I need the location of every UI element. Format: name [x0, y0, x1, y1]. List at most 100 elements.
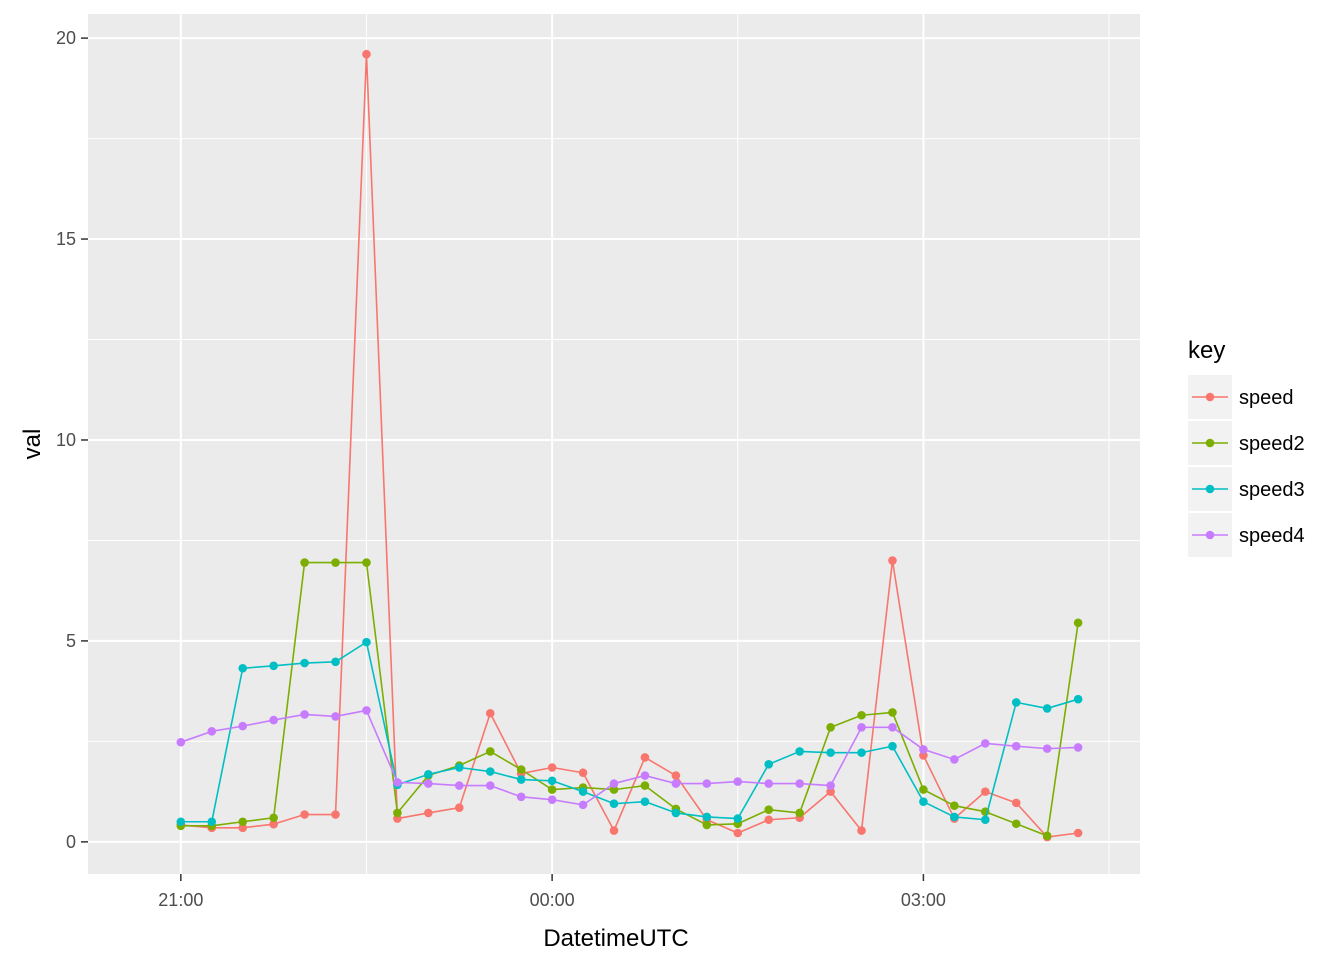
speed-point [424, 808, 433, 818]
legend-item-speed3: speed3 [1188, 467, 1305, 511]
speed-point [888, 556, 897, 565]
speed2-point [950, 801, 959, 810]
speed4-point [454, 781, 464, 790]
speed2-point [362, 558, 371, 567]
major-gridlines [88, 14, 1140, 874]
speed4-point [857, 723, 866, 732]
speed4-point [516, 792, 526, 802]
speed4-point [547, 795, 557, 804]
speed3-point [609, 799, 619, 808]
speed-point [454, 803, 464, 812]
legend-key-point [1205, 484, 1215, 494]
legend-key-point [1205, 438, 1215, 448]
speed-point [547, 763, 557, 772]
speed-point [300, 810, 309, 819]
speed-point [362, 49, 371, 59]
speed4-point [795, 779, 804, 788]
speed4-point [702, 779, 712, 788]
y-tick-label: 5 [66, 631, 76, 651]
speed4-point [578, 800, 588, 810]
speed2-point [857, 710, 866, 720]
legend: key speed speed2 speed3 speed4 [1188, 337, 1305, 557]
legend-key-point [1205, 530, 1215, 540]
speed4-point [331, 712, 340, 721]
speed4-point [1073, 743, 1083, 752]
y-tick-label: 10 [56, 430, 76, 450]
speed4-point [362, 706, 371, 715]
speed2-line [180, 561, 1079, 837]
speed2-point [485, 747, 495, 756]
speed4-point [671, 779, 681, 788]
speed4-point [424, 779, 433, 788]
y-tick-label: 0 [66, 832, 76, 852]
speed3-point [764, 759, 774, 769]
speed-point [609, 826, 619, 835]
series-layer [176, 49, 1083, 842]
speed-point [1073, 828, 1083, 838]
speed4-point [888, 723, 897, 732]
speed3-point [485, 767, 495, 776]
speed-point [1011, 798, 1021, 808]
speed-point [238, 823, 248, 833]
speed3-point [857, 748, 866, 757]
speed2-point [516, 765, 526, 774]
legend-item-speed4: speed4 [1188, 513, 1305, 557]
speed4-point [176, 737, 186, 747]
speed4-point [485, 781, 495, 790]
speed4-point [733, 777, 743, 786]
speed3-point [826, 748, 835, 757]
speed4-point [919, 745, 928, 754]
x-axis-title: DatetimeUTC [543, 925, 688, 952]
speed3-point [1073, 694, 1083, 704]
speed-point [640, 753, 650, 762]
speed3-point [733, 814, 743, 823]
speed4-point [609, 779, 619, 788]
y-tick-label: 15 [56, 229, 76, 249]
speed3-point [424, 770, 433, 779]
speed2-point [1011, 819, 1021, 829]
speed2-point [640, 781, 650, 790]
speed2-point [702, 820, 712, 830]
speed2-point [238, 817, 248, 827]
speed3-point [1011, 698, 1021, 707]
speed-point [919, 751, 928, 760]
speed3-point [547, 776, 557, 786]
speed-point [980, 787, 990, 796]
speed-point [857, 826, 866, 835]
speed2-point [609, 785, 619, 794]
speed4-point [393, 778, 402, 787]
speed3-point [1042, 704, 1052, 713]
legend-title: key [1188, 337, 1225, 364]
speed4-point [826, 781, 835, 790]
speed-point [764, 815, 774, 825]
speed3-point [640, 797, 650, 806]
speed2-point [919, 785, 928, 794]
speed-point [331, 810, 340, 819]
speed3-point [795, 747, 804, 756]
speed-point [485, 708, 495, 718]
speed3-point [671, 808, 681, 818]
speed4-point [980, 739, 990, 748]
speed4-point [1011, 741, 1021, 751]
legend-label: speed2 [1239, 433, 1305, 455]
speed4-line [180, 709, 1079, 806]
speed-line [180, 53, 1079, 838]
speed3-point [702, 812, 712, 822]
legend-label: speed [1239, 387, 1294, 409]
speed2-point [331, 558, 340, 567]
x-tick-label: 03:00 [901, 890, 946, 910]
minor-gridlines [88, 14, 1140, 874]
legend-label: speed3 [1239, 479, 1305, 501]
speed-point [578, 768, 588, 778]
speed3-line [180, 641, 1079, 823]
speed4-point [300, 710, 309, 719]
speed3-point [578, 787, 588, 796]
legend-item-speed: speed [1188, 375, 1294, 419]
speed4-point [1042, 744, 1052, 753]
speed4-point [950, 755, 959, 764]
speed4-point [640, 771, 650, 780]
speed2-point [1073, 618, 1083, 628]
speed3-point [207, 817, 217, 827]
speed3-point [362, 637, 371, 647]
